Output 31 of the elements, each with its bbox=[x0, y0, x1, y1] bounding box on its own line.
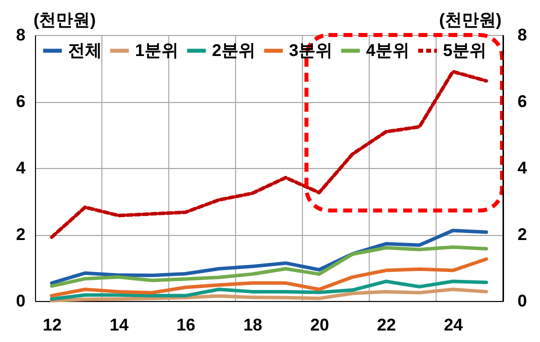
x-tick-label: 24 bbox=[444, 316, 464, 334]
y-tick-label: 2 bbox=[16, 225, 26, 244]
y-tick-label: 8 bbox=[16, 26, 26, 44]
y-tick-label: 4 bbox=[16, 158, 26, 178]
line-series bbox=[50, 228, 488, 285]
y2-tick-label: 4 bbox=[518, 158, 528, 178]
x-tick-label: 12 bbox=[42, 316, 62, 334]
x-tick-label: 16 bbox=[176, 316, 196, 334]
line-series bbox=[50, 245, 488, 288]
y-axis-title: (천만원) bbox=[34, 10, 96, 30]
y2-tick-label: 0 bbox=[518, 292, 527, 310]
line-series bbox=[50, 288, 488, 302]
line-series bbox=[50, 280, 488, 301]
x-tick-label: 14 bbox=[110, 316, 130, 334]
line-series bbox=[50, 70, 488, 239]
y-tick-label: 0 bbox=[16, 292, 26, 310]
line-series bbox=[50, 257, 488, 298]
legend-label: 전체 bbox=[68, 40, 102, 60]
legend-label: 4분위 bbox=[366, 40, 410, 60]
y2-tick-label: 6 bbox=[518, 92, 527, 111]
legend-label: 1분위 bbox=[135, 40, 178, 60]
y2-tick-label: 8 bbox=[518, 26, 527, 44]
y2-tick-label: 2 bbox=[518, 225, 527, 244]
x-tick-label: 18 bbox=[243, 316, 262, 334]
legend-label: 5분위 bbox=[443, 40, 486, 60]
x-tick-label: 20 bbox=[310, 316, 330, 334]
legend-label: 3분위 bbox=[289, 40, 332, 60]
y2-axis-title: (천만원) bbox=[439, 10, 502, 30]
legend-label: 2분위 bbox=[212, 40, 256, 60]
y-tick-label: 6 bbox=[16, 92, 26, 111]
x-tick-label: 22 bbox=[377, 316, 396, 334]
